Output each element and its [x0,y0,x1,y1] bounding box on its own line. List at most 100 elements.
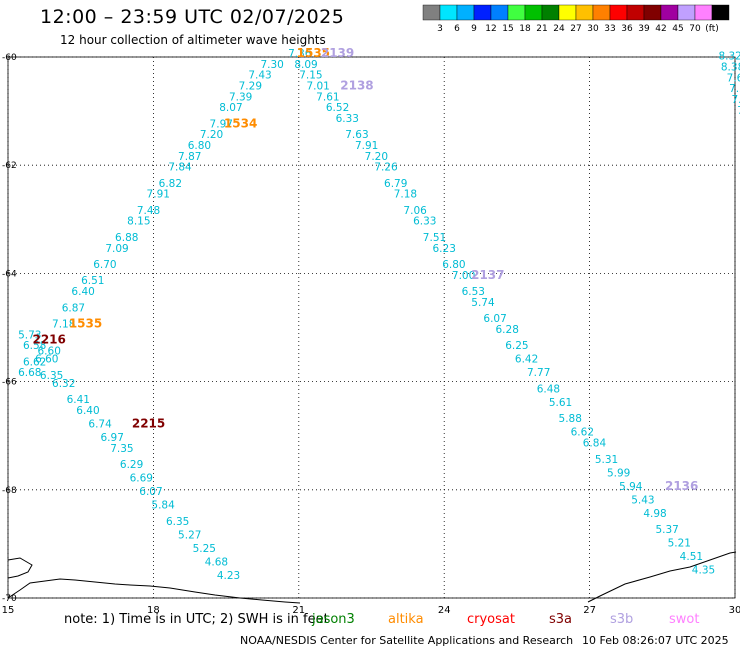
wave-height-label: 5.21 [668,538,691,550]
wave-height-label: 7.30 [260,59,283,71]
legend-swatch [524,4,543,21]
satellite-legend-s3b: s3b [610,612,634,627]
credit-line: NOAA/NESDIS Center for Satellite Applica… [240,634,574,647]
wave-height-label: 8.07 [219,102,242,114]
wave-height-label: 7.15 [299,70,322,82]
legend-tick-label: 21 [536,24,547,34]
satellite-legend-swot: swot [669,612,700,627]
x-tick-label: 24 [438,605,451,616]
wave-height-label: 6.52 [326,102,349,114]
chart-grid [7,56,736,599]
y-tick-label: -64 [2,269,17,279]
legend-swatch [575,4,594,21]
wave-height-label: 6.32 [52,378,75,390]
wave-height-label: 7.01 [306,80,329,92]
y-tick-label: -66 [2,378,17,388]
wave-height-label: 7.6 [727,72,740,84]
legend-tick-label: 6 [454,24,460,34]
wave-height-label: 6.60 [35,354,58,366]
legend-swatch [541,4,560,21]
wave-height-label: 5.61 [549,397,572,409]
legend-tick-label: 39 [638,24,650,34]
legend-tick-label: 36 [621,24,633,34]
legend-swatch [626,4,645,21]
page-subtitle: 12 hour collection of altimeter wave hei… [60,33,326,47]
wave-height-label: 7.20 [200,129,223,141]
wave-height-label: 2216 [32,333,65,347]
wave-height-label: 7.26 [374,162,398,174]
legend-swatch [456,4,475,21]
wave-height-label: 6.35 [166,516,189,528]
wave-height-label: 6.25 [505,340,528,352]
legend-tick-label: (ft) [705,24,719,34]
legend-swatch [490,4,509,21]
wave-height-label: 6.33 [336,113,359,125]
wave-height-label: 7.06 [403,205,427,217]
legend-swatch [609,4,628,21]
wave-height-label: 7.18 [52,319,75,331]
wave-height-label: 5.94 [619,481,643,493]
wave-height-label: 7.09 [105,243,128,255]
wave-height-label: 4.68 [205,557,228,569]
wave-height-label: 8.09 [294,59,317,71]
legend-swatch [473,4,492,21]
wave-height-label: 7.18 [394,189,417,201]
page-title: 12:00 – 23:59 UTC 02/07/2025 [40,6,345,28]
legend-tick-label: 70 [689,24,701,34]
wave-height-label: 5.74 [471,297,495,309]
timestamp: 10 Feb 08:26:07 UTC 2025 [582,634,729,647]
wave-height-label: 6.79 [384,178,407,190]
coastline-left [7,557,33,579]
x-tick-label: 21 [292,605,305,616]
wave-height-label: 6.68 [18,367,41,379]
wave-height-label: 6.97 [101,432,124,444]
wave-height-label: 4.35 [692,565,715,577]
coastline-peninsula [587,551,737,603]
legend-swatch [643,4,662,21]
wave-height-label: 6.41 [67,394,90,406]
wave-height-label: 6.58 [23,340,46,352]
wave-height-label: 7.61 [316,91,339,103]
wave-height-label: 6.88 [115,232,138,244]
wave-height-label: 5.88 [559,413,582,425]
coastline [7,551,737,604]
wave-height-label: 4.98 [643,508,666,520]
wave-height-label: 2215 [132,417,165,431]
legend-tick-label: 45 [672,24,683,34]
wave-height-label: 8.15 [127,216,150,228]
wave-height-label: 7. [737,105,740,117]
satellite-legend-jason3: jason3 [312,612,355,627]
wave-height-label: 4.51 [680,551,703,563]
wave-height-label: 2137 [471,268,504,282]
legend-tick-label: 12 [485,24,496,34]
wave-height-label: 1534 [224,116,257,130]
wave-height-label: 6.48 [537,383,560,395]
wave-height-label: 1535 [69,317,102,331]
x-tick-label: 27 [583,605,596,616]
satellite-legend-altika: altika [388,612,424,627]
wave-height-label: 6.82 [159,178,182,190]
wave-height-label: 7.00 [452,270,475,282]
wave-height-label: 8.32 [718,51,740,63]
wave-height-label: 6.29 [120,459,143,471]
legend-tick-label: 30 [587,24,599,34]
wave-height-label: 7.77 [527,367,550,379]
legend-swatch [711,4,730,21]
coastline-antarctica [7,578,301,604]
y-tick-label: -70 [2,594,17,604]
wave-height-label: 4.23 [217,570,240,582]
satellite-legend-cryosat: cryosat [467,612,515,627]
legend-swatch [439,4,458,21]
wave-height-label: 6.42 [515,354,538,366]
wave-height-label: 5.27 [178,529,201,541]
wave-height-label: 6.40 [76,405,99,417]
wave-height-label: 8.38 [721,62,740,74]
wave-height-label: 6.51 [81,275,104,287]
wave-height-label: 2138 [340,78,373,92]
satellite-legend-s3a: s3a [549,612,573,627]
legend-swatch [422,4,441,21]
wave-height-label: 6.23 [433,243,456,255]
wave-height-label: 6.70 [93,259,116,271]
wave-height-label: 7.48 [137,205,160,217]
wave-height-label: 6.60 [38,346,61,358]
